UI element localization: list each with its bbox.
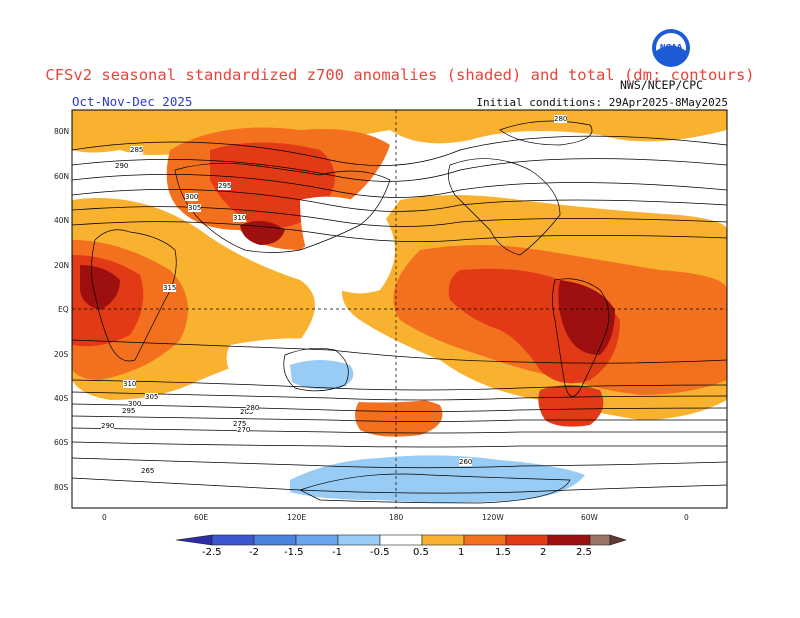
contour-label: 280 bbox=[554, 115, 568, 123]
lon-label-0: 0 bbox=[102, 513, 107, 522]
contour-label: 310 bbox=[123, 380, 137, 388]
grid-lines bbox=[72, 110, 727, 508]
lat-label-80N: 80N bbox=[54, 127, 70, 136]
coastlines bbox=[91, 158, 610, 504]
logo-text: NOAA bbox=[660, 43, 683, 51]
lon-label-0-east: 0 bbox=[684, 513, 689, 522]
agency-label: NWS/NCEP/CPC bbox=[620, 78, 704, 92]
lat-label-20N: 20N bbox=[54, 261, 70, 270]
lon-label-120W: 120W bbox=[482, 513, 504, 522]
height-contours bbox=[72, 120, 727, 494]
lat-label-EQ: EQ bbox=[58, 305, 69, 314]
contour-label: 275 bbox=[233, 420, 247, 428]
map-title: CFSv2 seasonal standardized z700 anomali… bbox=[45, 66, 755, 84]
colorbar-tick: -2.5 bbox=[202, 547, 222, 558]
map-frame bbox=[71, 109, 728, 509]
contour-label: 290 bbox=[101, 422, 115, 430]
colorbar-swatch-pos-1 bbox=[463, 534, 507, 546]
contour-label: 270 bbox=[237, 426, 251, 434]
contour-label: 300 bbox=[185, 193, 199, 201]
contour-label: 310 bbox=[233, 214, 247, 222]
contour-label: 315 bbox=[163, 284, 177, 292]
colorbar-swatch-pos-2 bbox=[547, 534, 591, 546]
lon-label-60E: 60E bbox=[194, 513, 209, 522]
colorbar-swatch-max bbox=[609, 534, 628, 546]
colorbar-tick: -1 bbox=[332, 547, 342, 558]
lat-label-40S: 40S bbox=[54, 394, 69, 403]
contour-label: 260 bbox=[459, 458, 473, 466]
contour-label: 290 bbox=[115, 162, 129, 170]
colorbar-tick: -1.5 bbox=[284, 547, 304, 558]
colorbar-tick: -2 bbox=[249, 547, 259, 558]
colorbar-tick: 1.5 bbox=[495, 547, 511, 558]
lat-label-20S: 20S bbox=[54, 350, 69, 359]
colorbar-swatch-neg-1-5 bbox=[253, 534, 297, 546]
colorbar-swatch-neutral bbox=[379, 534, 423, 546]
lat-label-60S: 60S bbox=[54, 438, 69, 447]
colorbar-tick: -0.5 bbox=[370, 547, 390, 558]
lat-label-40N: 40N bbox=[54, 216, 70, 225]
colorbar-tick: 0.5 bbox=[413, 547, 429, 558]
colorbar-tick: 2 bbox=[540, 547, 547, 558]
contour-label: 295 bbox=[122, 407, 136, 415]
contour-label: 265 bbox=[141, 467, 155, 475]
lon-label-60W: 60W bbox=[581, 513, 598, 522]
initial-conditions: Initial conditions: 29Apr2025-8May2025 bbox=[476, 96, 728, 109]
lon-label-180: 180 bbox=[389, 513, 404, 522]
colorbar-swatch-neg-2-5 bbox=[175, 534, 213, 546]
colorbar-swatch-neg-1 bbox=[295, 534, 339, 546]
contour-label: 295 bbox=[218, 182, 232, 190]
contour-label: 305 bbox=[188, 204, 202, 212]
contour-label: 285 bbox=[130, 146, 144, 154]
contour-label: 285 bbox=[240, 408, 254, 416]
colorbar-swatch-pos-2-5 bbox=[589, 534, 611, 546]
colorbar-tick: 1 bbox=[458, 547, 465, 558]
colorbar-tick: 2.5 bbox=[576, 547, 592, 558]
colorbar-swatch-pos-1-5 bbox=[505, 534, 549, 546]
lat-label-80S: 80S bbox=[54, 483, 69, 492]
forecast-period: Oct-Nov-Dec 2025 bbox=[72, 94, 193, 109]
contour-label: 305 bbox=[145, 393, 159, 401]
contour-label: 300 bbox=[128, 400, 142, 408]
anomaly-shading bbox=[72, 110, 727, 508]
colorbar-swatch-neg-0-5 bbox=[337, 534, 381, 546]
noaa-logo-icon: NOAA bbox=[652, 29, 690, 67]
colorbar-swatch-pos-0-5 bbox=[421, 534, 465, 546]
lon-label-120E: 120E bbox=[287, 513, 307, 522]
lat-label-60N: 60N bbox=[54, 172, 70, 181]
colorbar-swatch-neg-2 bbox=[211, 534, 255, 546]
contour-label: 280 bbox=[246, 404, 260, 412]
